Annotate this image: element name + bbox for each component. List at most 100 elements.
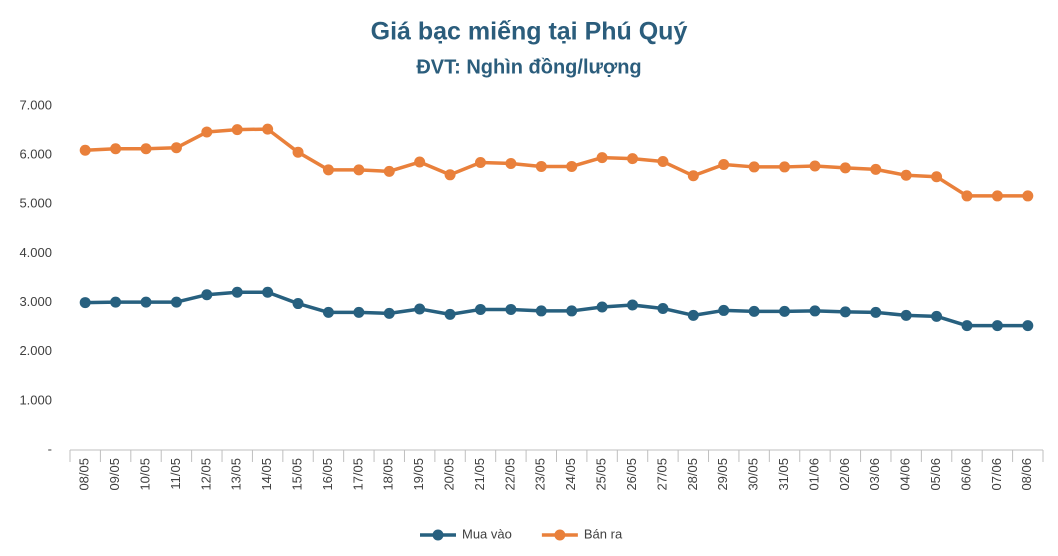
x-tick-label: 29/05 xyxy=(715,458,730,491)
point xyxy=(505,303,517,315)
point xyxy=(474,303,486,315)
point xyxy=(535,160,547,172)
y-tick-label: 3.000 xyxy=(19,294,52,309)
x-tick-label: 20/05 xyxy=(442,458,457,491)
x-tick-label: 07/06 xyxy=(989,458,1004,491)
point xyxy=(170,296,182,308)
x-tick-label: 03/06 xyxy=(867,458,882,491)
point xyxy=(627,299,639,311)
point xyxy=(809,160,821,172)
point xyxy=(110,296,122,308)
point xyxy=(627,153,639,165)
point xyxy=(170,142,182,154)
point xyxy=(383,307,395,319)
x-tick-label: 25/05 xyxy=(594,458,609,491)
x-tick-label: 21/05 xyxy=(472,458,487,491)
x-tick-label: 24/05 xyxy=(563,458,578,491)
point xyxy=(231,286,243,298)
point xyxy=(535,305,547,317)
point xyxy=(961,320,973,332)
point xyxy=(809,305,821,317)
point xyxy=(748,305,760,317)
point xyxy=(353,306,365,318)
point xyxy=(870,306,882,318)
point xyxy=(79,144,91,156)
point xyxy=(444,308,456,320)
y-tick-label: 1.000 xyxy=(19,392,52,407)
point xyxy=(961,190,973,202)
point xyxy=(353,164,365,176)
point xyxy=(292,146,304,158)
point xyxy=(566,305,578,317)
series-line xyxy=(85,127,1028,198)
y-tick-label: 2.000 xyxy=(19,343,52,358)
x-tick-label: 16/05 xyxy=(320,458,335,491)
point xyxy=(231,124,243,136)
point xyxy=(839,162,851,174)
point xyxy=(322,164,334,176)
point xyxy=(687,309,699,321)
point xyxy=(79,297,91,309)
point xyxy=(596,301,608,313)
point xyxy=(262,123,274,135)
point xyxy=(292,298,304,310)
x-tick-label: 11/05 xyxy=(168,458,183,490)
point xyxy=(1022,320,1034,332)
x-tick-label: 23/05 xyxy=(533,458,548,491)
x-tick-label: 30/05 xyxy=(746,458,761,491)
x-tick-label: 08/06 xyxy=(1019,458,1034,491)
point xyxy=(931,310,943,322)
point xyxy=(687,170,699,182)
y-tick-label: - xyxy=(48,441,52,456)
x-tick-label: 09/05 xyxy=(107,458,122,491)
point xyxy=(748,161,760,173)
legend-label: Mua vào xyxy=(462,526,512,541)
x-tick-label: 10/05 xyxy=(137,458,152,491)
point xyxy=(1022,190,1034,202)
x-tick-label: 31/05 xyxy=(776,458,791,491)
point xyxy=(779,161,791,173)
point xyxy=(991,190,1003,202)
point xyxy=(931,171,943,183)
chart-title: Giá bạc miếng tại Phú Quý xyxy=(371,18,688,46)
legend-marker xyxy=(554,529,566,541)
x-tick-label: 15/05 xyxy=(289,458,304,491)
point xyxy=(657,302,669,314)
point xyxy=(383,165,395,177)
point xyxy=(262,286,274,298)
chart-subtitle: ĐVT: Nghìn đồng/lượng xyxy=(416,56,641,78)
x-tick-label: 14/05 xyxy=(259,458,274,491)
x-tick-label: 02/06 xyxy=(837,458,852,491)
point xyxy=(322,306,334,318)
x-tick-label: 12/05 xyxy=(198,458,213,491)
y-tick-label: 6.000 xyxy=(19,147,52,162)
point xyxy=(140,296,152,308)
y-tick-label: 5.000 xyxy=(19,196,52,211)
point xyxy=(414,156,426,168)
legend-label: Bán ra xyxy=(584,526,623,541)
x-tick-label: 05/06 xyxy=(928,458,943,491)
point xyxy=(718,158,730,170)
x-tick-label: 18/05 xyxy=(381,458,396,491)
point xyxy=(505,157,517,169)
point xyxy=(718,304,730,316)
x-tick-label: 13/05 xyxy=(229,458,244,491)
legend-marker xyxy=(432,529,444,541)
x-tick-label: 19/05 xyxy=(411,458,426,491)
point xyxy=(870,163,882,175)
x-tick-label: 26/05 xyxy=(624,458,639,491)
x-tick-label: 01/06 xyxy=(806,458,821,491)
point xyxy=(201,289,213,301)
point xyxy=(900,169,912,181)
x-tick-label: 17/05 xyxy=(350,458,365,491)
x-tick-label: 06/06 xyxy=(958,458,973,491)
series-line xyxy=(85,290,1028,328)
point xyxy=(839,306,851,318)
point xyxy=(444,169,456,181)
x-tick-label: 28/05 xyxy=(685,458,700,491)
point xyxy=(110,143,122,155)
x-tick-label: 08/05 xyxy=(77,458,92,491)
point xyxy=(140,143,152,155)
